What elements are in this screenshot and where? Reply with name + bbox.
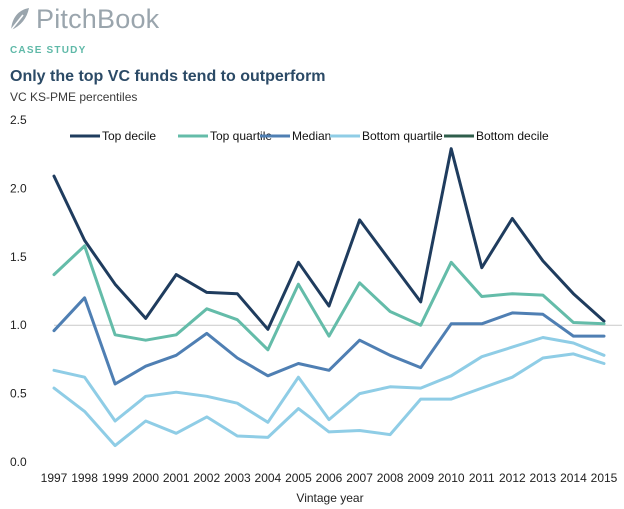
x-tick-label: 1999 [102, 471, 129, 485]
x-tick-label: 2015 [591, 471, 618, 485]
y-tick-label: 2.0 [10, 181, 27, 195]
case-study-label: CASE STUDY [10, 45, 87, 56]
legend-entry: Top quartile [210, 129, 272, 143]
line-chart: 0.00.51.01.52.02.5 1997 1998 1999 2000 2001 2… [10, 113, 622, 505]
x-tick-label: 2005 [285, 471, 312, 485]
x-tick-label: 2007 [346, 471, 373, 485]
x-tick-label: 2011 [469, 471, 495, 485]
chart-title: Only the top VC funds tend to outperform [10, 68, 326, 85]
x-tick-label: 2002 [193, 471, 220, 485]
series-line-bottom-decile [52, 352, 606, 448]
x-tick-label: 1998 [71, 471, 98, 485]
x-tick-label: 2013 [530, 471, 557, 485]
legend-entry: Bottom decile [476, 129, 549, 143]
legend-entry: Bottom quartile [362, 129, 443, 143]
y-tick-label: 0.5 [10, 387, 27, 401]
x-tick-label: 2004 [255, 471, 282, 485]
x-tick-label: 2009 [407, 471, 434, 485]
x-tick-label: 2006 [316, 471, 343, 485]
x-tick-label: 2014 [560, 471, 587, 485]
brand-logo: PitchBook [8, 4, 159, 34]
y-tick-label: 0.0 [10, 455, 27, 469]
chart-subtitle: VC KS-PME percentiles [10, 90, 138, 104]
x-axis-title: Vintage year [296, 491, 363, 505]
series-line-bottom-quartile [52, 336, 606, 424]
x-tick-label: 2010 [438, 471, 465, 485]
legend-entry: Top decile [102, 129, 156, 143]
y-tick-label: 1.5 [10, 250, 27, 264]
brand-name: PitchBook [36, 3, 160, 34]
x-tick-label: 2000 [132, 471, 159, 485]
x-tick-label: 1997 [41, 471, 68, 485]
x-tick-label: 2001 [163, 471, 190, 485]
y-tick-label: 1.0 [10, 318, 27, 332]
series-line-median [52, 296, 606, 386]
x-tick-label: 2003 [224, 471, 251, 485]
y-tick-label: 2.5 [10, 113, 27, 127]
legend-entry: Median [292, 129, 331, 143]
x-tick-label: 2008 [377, 471, 404, 485]
pitchbook-leaf-icon [10, 8, 29, 31]
x-tick-label: 2012 [499, 471, 526, 485]
series-line-top-quartile [52, 244, 606, 352]
series-line-top-decile [52, 147, 606, 331]
